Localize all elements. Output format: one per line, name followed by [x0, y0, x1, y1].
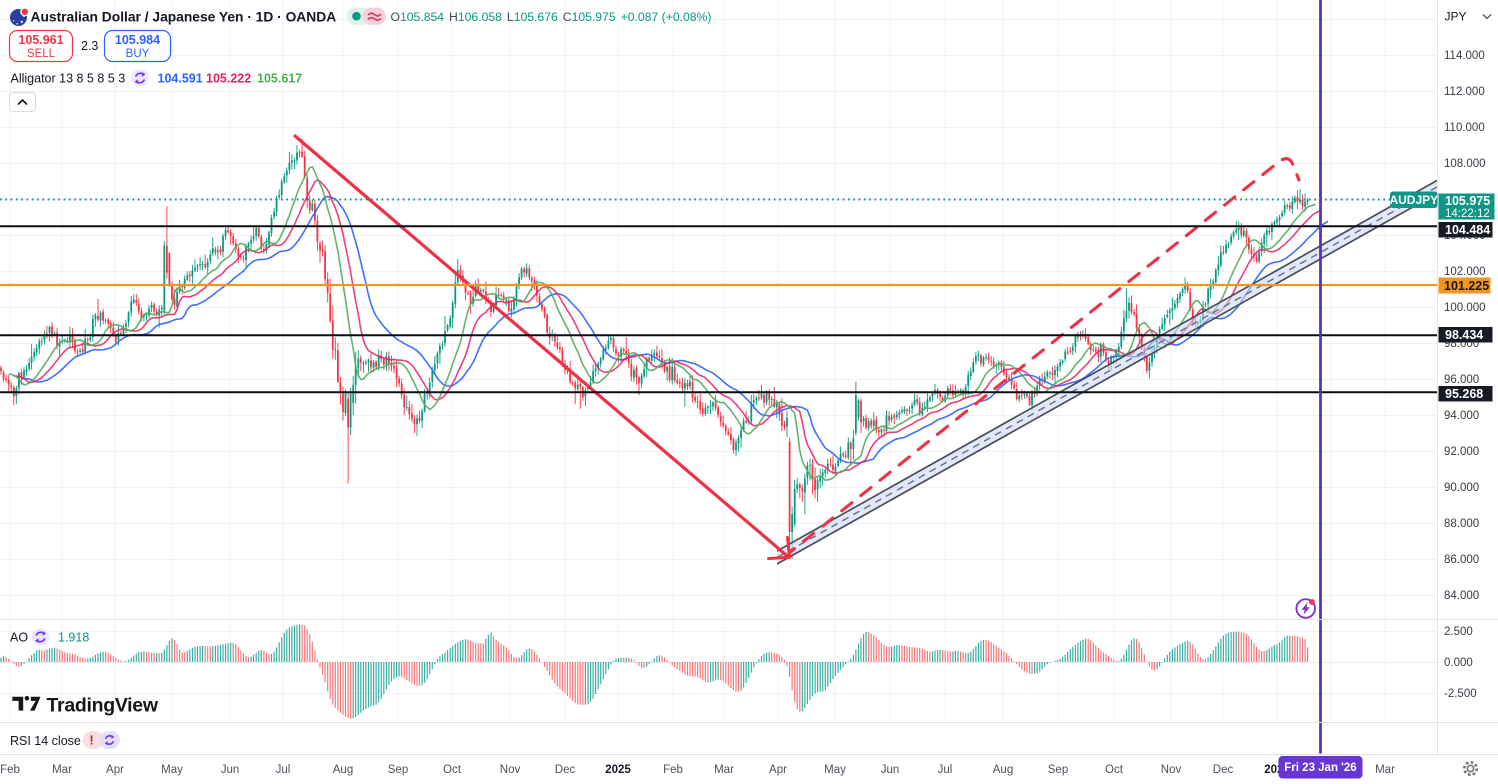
svg-text:SELL: SELL	[27, 48, 56, 60]
svg-text:90.000: 90.000	[1444, 482, 1479, 494]
svg-text:TradingView: TradingView	[47, 695, 159, 717]
svg-text:88.000: 88.000	[1444, 518, 1479, 530]
svg-text:96.000: 96.000	[1444, 374, 1479, 386]
svg-text:104.484: 104.484	[1445, 223, 1490, 237]
svg-text:102.000: 102.000	[1444, 266, 1486, 278]
svg-text:Jul: Jul	[276, 764, 291, 776]
svg-text:Jun: Jun	[221, 764, 240, 776]
svg-text:Oct: Oct	[443, 764, 462, 776]
svg-text:2.500: 2.500	[1444, 626, 1473, 638]
svg-text:95.268: 95.268	[1445, 387, 1483, 401]
svg-text:105.222: 105.222	[206, 72, 251, 86]
svg-text:Mar: Mar	[52, 764, 72, 776]
svg-text:JPY: JPY	[1445, 10, 1467, 24]
svg-text:RSI 14 close: RSI 14 close	[10, 734, 81, 748]
svg-text:Sep: Sep	[388, 764, 408, 776]
svg-text:105.961: 105.961	[18, 33, 63, 47]
svg-text:Apr: Apr	[106, 764, 124, 776]
svg-text:Jun: Jun	[881, 764, 900, 776]
svg-text:Alligator 13 8 5 8 5 3: Alligator 13 8 5 8 5 3	[11, 72, 126, 86]
svg-text:Mar: Mar	[1375, 764, 1395, 776]
svg-text:Aug: Aug	[993, 764, 1013, 776]
svg-text:Apr: Apr	[769, 764, 787, 776]
svg-text:105.617: 105.617	[257, 72, 302, 86]
svg-text:86.000: 86.000	[1444, 554, 1479, 566]
svg-text:94.000: 94.000	[1444, 410, 1479, 422]
svg-text:!: !	[89, 733, 93, 748]
svg-text:2025: 2025	[605, 764, 631, 776]
svg-text:Australian Dollar / Japanese Y: Australian Dollar / Japanese Yen · 1D · …	[31, 10, 337, 25]
svg-text:Nov: Nov	[1161, 764, 1182, 776]
svg-text:92.000: 92.000	[1444, 446, 1479, 458]
svg-text:1.918: 1.918	[58, 631, 89, 645]
svg-text:Nov: Nov	[500, 764, 521, 776]
svg-text:105.984: 105.984	[115, 33, 160, 47]
svg-text:101.225: 101.225	[1444, 279, 1489, 293]
svg-text:Sep: Sep	[1048, 764, 1068, 776]
svg-text:114.000: 114.000	[1444, 50, 1485, 62]
svg-text:Feb: Feb	[0, 764, 20, 776]
svg-text:Mar: Mar	[714, 764, 734, 776]
svg-text:Oct: Oct	[1105, 764, 1124, 776]
svg-text:May: May	[824, 764, 846, 776]
svg-text:98.434: 98.434	[1445, 328, 1483, 342]
svg-text:100.000: 100.000	[1444, 302, 1486, 314]
svg-text:112.000: 112.000	[1444, 86, 1485, 98]
svg-text:108.000: 108.000	[1444, 158, 1486, 170]
svg-text:2.3: 2.3	[81, 39, 98, 53]
svg-text:110.000: 110.000	[1444, 122, 1485, 134]
svg-text:May: May	[161, 764, 183, 776]
svg-text:Aug: Aug	[333, 764, 353, 776]
svg-text:Dec: Dec	[555, 764, 576, 776]
svg-text:BUY: BUY	[126, 48, 150, 60]
svg-text:105.975: 105.975	[1445, 194, 1490, 208]
svg-text:AUDJPY: AUDJPY	[1389, 193, 1438, 207]
svg-text:Fri 23 Jan '26: Fri 23 Jan '26	[1284, 762, 1356, 774]
svg-text:104.591: 104.591	[158, 72, 203, 86]
svg-text:84.000: 84.000	[1444, 590, 1479, 602]
svg-text:Feb: Feb	[663, 764, 683, 776]
svg-text:Jul: Jul	[938, 764, 953, 776]
svg-text:-2.500: -2.500	[1444, 688, 1477, 700]
svg-text:AO: AO	[10, 631, 28, 645]
svg-text:14:22:12: 14:22:12	[1445, 208, 1490, 220]
svg-text:Dec: Dec	[1213, 764, 1234, 776]
svg-text:0.000: 0.000	[1444, 657, 1473, 669]
